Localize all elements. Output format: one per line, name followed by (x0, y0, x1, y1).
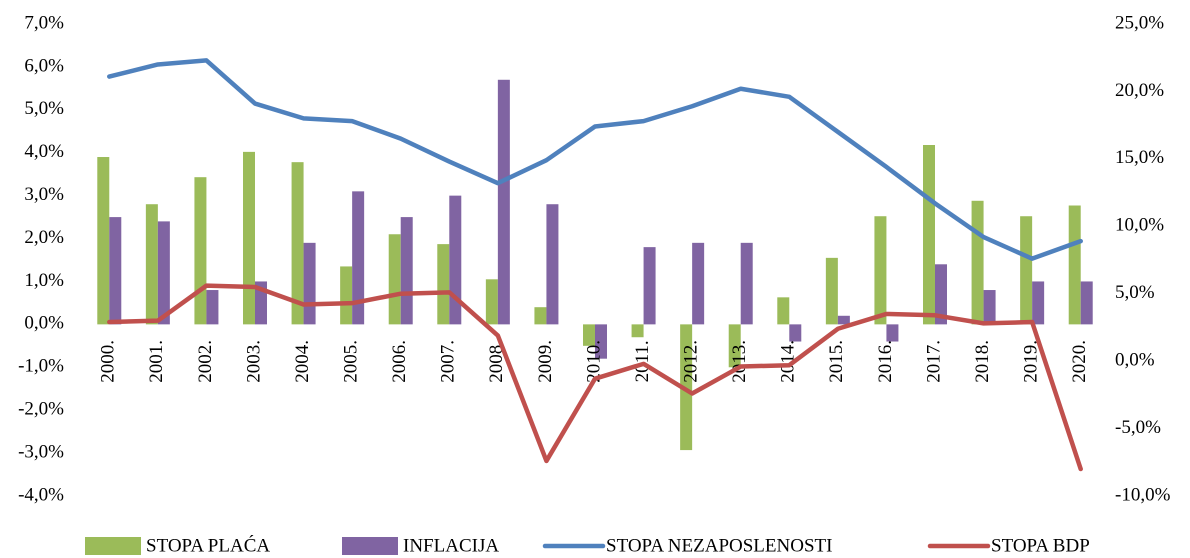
bar (643, 247, 656, 325)
bar (837, 315, 850, 325)
y2-tick-label: 10,0% (1115, 215, 1164, 236)
legend-swatch (85, 537, 141, 555)
bar (740, 242, 753, 325)
x-tick-label: 2004. (292, 340, 313, 383)
bar (1068, 205, 1081, 325)
bar (388, 234, 401, 325)
legend-label: STOPA PLAĆA (146, 534, 270, 556)
x-tick-label: 2014. (778, 340, 799, 383)
bar (583, 324, 595, 346)
y-tick-label: 0,0% (24, 313, 64, 334)
x-tick-label: 2013. (729, 340, 750, 383)
y-tick-label: 3,0% (24, 184, 64, 205)
bar (1032, 281, 1045, 325)
legend-swatch (342, 537, 398, 555)
bar (728, 324, 741, 368)
bar (1020, 216, 1033, 325)
bar (437, 244, 450, 325)
bar (534, 307, 547, 325)
bar (546, 204, 559, 325)
legend-label: STOPA BDP (991, 535, 1090, 556)
x-tick-label: 2018. (972, 340, 993, 383)
y2-tick-label: -5,0% (1115, 417, 1161, 438)
x-tick-label: 2016. (875, 340, 896, 383)
x-tick-label: 2003. (243, 340, 264, 383)
y-tick-label: -2,0% (18, 399, 64, 420)
x-tick-label: 2019. (1021, 340, 1042, 383)
y-tick-label: 6,0% (24, 55, 64, 76)
bar (109, 217, 122, 325)
x-tick-label: 2009. (535, 340, 556, 383)
x-tick-label: 2000. (98, 340, 119, 383)
bar (206, 290, 219, 325)
bar (485, 279, 498, 325)
x-tick-label: 2001. (146, 340, 167, 383)
line-series (107, 58, 1083, 261)
bar (243, 151, 255, 325)
bar (157, 221, 170, 325)
bar (935, 264, 947, 325)
bar (194, 177, 207, 325)
bar (303, 242, 316, 325)
x-tick-label: 2017. (923, 340, 944, 383)
y2-tick-label: 15,0% (1115, 147, 1164, 168)
y2-tick-label: 25,0% (1115, 12, 1164, 33)
y-tick-label: 2,0% (24, 227, 64, 248)
line-series (107, 283, 1083, 472)
bar (340, 266, 353, 325)
x-tick-label: 2002. (195, 340, 216, 383)
bar (789, 324, 802, 342)
x-tick-label: 2007. (438, 340, 459, 383)
bar (825, 257, 838, 325)
x-tick-label: 2012. (681, 340, 702, 383)
bar (400, 217, 413, 325)
bar (291, 162, 304, 325)
bar (692, 242, 705, 325)
y-tick-label: -3,0% (18, 441, 64, 462)
bar (97, 157, 110, 325)
y-tick-label: 7,0% (24, 12, 64, 33)
y-tick-label: -4,0% (18, 484, 64, 505)
x-tick-label: 2015. (826, 340, 847, 383)
bar (595, 324, 607, 359)
y2-tick-label: 20,0% (1115, 80, 1164, 101)
bar (497, 79, 510, 325)
bar (983, 290, 996, 325)
y2-tick-label: -10,0% (1115, 484, 1171, 505)
y-tick-label: 1,0% (24, 270, 64, 291)
y-tick-label: 5,0% (24, 98, 64, 119)
y-tick-label: -1,0% (18, 356, 64, 377)
x-tick-label: 2005. (341, 340, 362, 383)
bar (874, 216, 887, 325)
y-tick-label: 4,0% (24, 141, 64, 162)
bar (971, 200, 984, 325)
bar (352, 191, 365, 325)
y2-tick-label: 0,0% (1115, 350, 1155, 371)
bar (145, 204, 158, 325)
bar (449, 195, 462, 325)
x-tick-label: 2020. (1069, 340, 1090, 383)
x-tick-label: 2011. (632, 340, 653, 382)
y2-tick-label: 5,0% (1115, 282, 1155, 303)
legend-label: INFLACIJA (403, 535, 499, 556)
bar (886, 324, 899, 342)
bar (923, 145, 935, 325)
x-tick-label: 2006. (389, 340, 410, 383)
bar (1080, 281, 1093, 325)
bar (777, 297, 790, 325)
x-tick-label: 2010. (583, 340, 604, 383)
legend-label: STOPA NEZAPOSLENOSTI (606, 535, 832, 556)
bar (631, 324, 644, 338)
